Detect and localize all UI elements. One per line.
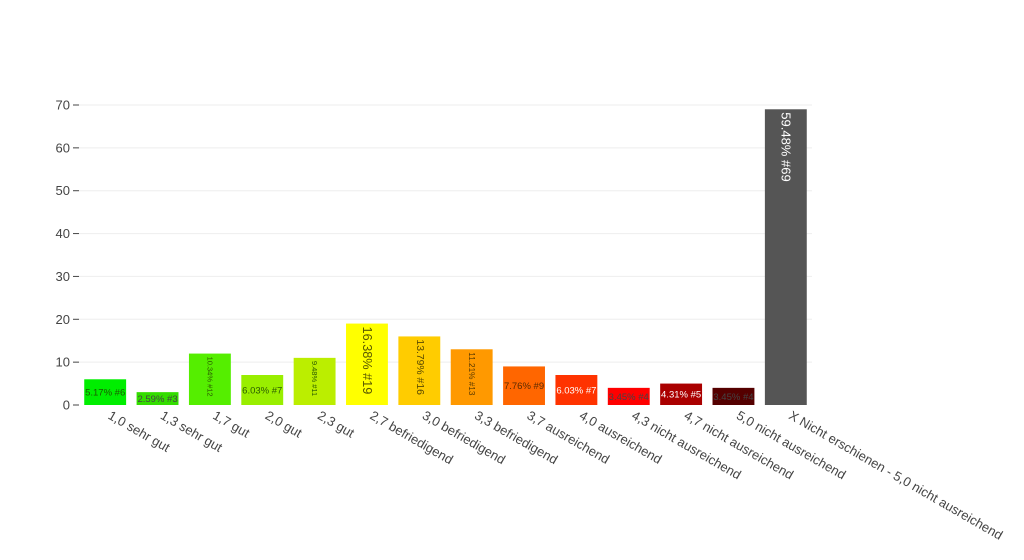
bar: [764, 109, 807, 406]
x-tick-label: 1,7 gut: [210, 408, 252, 441]
y-tick-label: 40: [56, 226, 70, 241]
bar: [660, 383, 703, 405]
y-tick-label: 70: [56, 98, 70, 113]
bar: [555, 375, 598, 405]
bar: [293, 357, 336, 405]
x-tick-label: 2,0 gut: [263, 408, 305, 441]
bar-value-label: 4.31% #5: [661, 390, 701, 401]
bar-value-label: 9.48% #11: [310, 361, 319, 396]
x-tick-label: X Nicht erschienen - 5,0 nicht ausreiche…: [786, 408, 1005, 543]
bar-value-label: 2.59% #3: [137, 394, 177, 405]
y-tick-label: 30: [56, 269, 70, 284]
y-tick-label: 0: [63, 398, 70, 413]
bar-value-label: 16.38% #19: [360, 327, 374, 395]
x-tick-label: 2,3 gut: [315, 408, 357, 441]
y-tick-label: 50: [56, 183, 70, 198]
bar: [346, 323, 388, 405]
bar: [712, 387, 755, 405]
bar: [450, 349, 493, 405]
bar: [503, 366, 545, 405]
bar: [136, 392, 179, 405]
bar-value-label: 6.03% #7: [242, 385, 282, 396]
y-axis: 0 10 20 30 40 50 60 70: [56, 98, 79, 413]
gridlines: [79, 104, 812, 363]
bar-value-label: 3.45% #4: [609, 392, 649, 403]
bar-value-label: 7.76% #9: [504, 381, 544, 392]
bar-value-label: 3.45% #4: [713, 392, 753, 403]
y-tick-label: 10: [56, 355, 70, 370]
bar-value-label: 6.03% #7: [556, 385, 596, 396]
bar-value-label: 59.48% #69: [778, 112, 793, 181]
bar: [241, 375, 284, 405]
bar: [84, 379, 127, 405]
y-tick-label: 60: [56, 140, 70, 155]
bar-value-label: 13.79% #16: [414, 339, 425, 395]
bar: [188, 353, 231, 405]
y-tick-label: 20: [56, 312, 70, 327]
bar-value-label: 11.21% #13: [467, 352, 476, 396]
bar-value-label: 5.17% #6: [85, 387, 125, 398]
bar: [607, 387, 650, 405]
bars: [84, 109, 807, 406]
bar: [398, 336, 441, 405]
bar-labels: 5.17% #6 2.59% #3 10.34% #12 6.03% #7 9.48% …: [85, 112, 793, 405]
bar-value-label: 10.34% #12: [205, 357, 214, 397]
